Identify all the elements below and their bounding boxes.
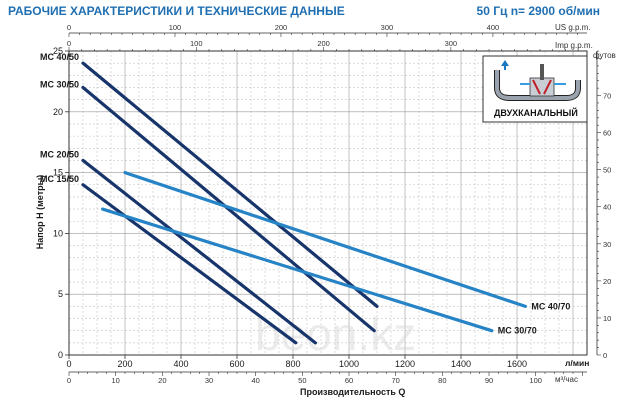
inset-box: ДВУХКАНАЛЬНЫЙ — [482, 55, 588, 123]
series-line-mc-20-50 — [81, 158, 317, 345]
top-us-tick-label: 200 — [275, 23, 288, 32]
x-tick-label: 1000 — [339, 359, 359, 369]
right-feet-tick-label: 60 — [603, 129, 611, 138]
x-m3h-tick-label: 60 — [345, 376, 353, 385]
x-axis-title: Производительность Q — [300, 387, 405, 397]
series-line-mc-15-50 — [81, 183, 298, 345]
series-label-mc-20-50: MC 20/50 — [40, 149, 79, 159]
right-unit-feet: футов — [593, 51, 616, 60]
top-us-tick-label: 400 — [487, 23, 500, 32]
top-imp-tick-label: 300 — [445, 39, 458, 48]
series-line-mc-30-70 — [100, 207, 494, 333]
y-tick-label: 20 — [53, 107, 63, 117]
y-tick-label: 5 — [58, 289, 63, 299]
x-unit-secondary: м³/час — [555, 375, 578, 384]
series-line-mc-40-50 — [81, 61, 379, 308]
right-feet-tick-label: 40 — [603, 203, 611, 212]
series-label-mc-30-70: MC 30/70 — [498, 326, 537, 336]
x-m3h-tick-label: 0 — [67, 376, 71, 385]
series-label-mc-30-50: MC 30/50 — [40, 79, 79, 89]
impeller-icon — [494, 60, 581, 101]
top-us-tick-label: 100 — [169, 23, 182, 32]
x-tick-label: 200 — [117, 359, 132, 369]
x-tick-label: 600 — [229, 359, 244, 369]
x-tick-label: 0 — [66, 359, 71, 369]
chart-subtitle: 50 Гц n= 2900 об/мин — [476, 4, 600, 18]
y-tick-label: 25 — [53, 46, 63, 56]
x-tick-label: 1600 — [507, 359, 527, 369]
series-labels-layer: MC 40/50 MC 30/50 MC 20/50 MC 15/50 MC 40/70… — [40, 52, 570, 336]
x-m3h-tick-label: 50 — [298, 376, 306, 385]
right-feet-tick-label: 50 — [603, 166, 611, 175]
x-tick-label: 1200 — [395, 359, 415, 369]
y-tick-label: 0 — [58, 350, 63, 360]
inset-label: ДВУХКАНАЛЬНЫЙ — [494, 107, 578, 118]
x-m3h-tick-label: 100 — [529, 376, 542, 385]
top-imp-tick-label: 200 — [317, 39, 330, 48]
series-line-mc-30-50 — [81, 85, 376, 333]
axes-layer — [68, 32, 598, 373]
top-us-tick-label: 300 — [381, 23, 394, 32]
series-label-mc-15-50: MC 15/50 — [40, 174, 79, 184]
right-feet-tick-label: 70 — [603, 92, 611, 101]
chart-title: РАБОЧИЕ ХАРАКТЕРИСТИКИ И ТЕХНИЧЕСКИЕ ДАН… — [8, 4, 345, 18]
series-line-mc-40-70 — [123, 171, 528, 308]
series-layer — [81, 61, 528, 345]
x-m3h-tick-label: 10 — [111, 376, 119, 385]
right-feet-tick-label: 20 — [603, 277, 611, 286]
right-feet-tick-label: 0 — [603, 351, 607, 360]
y-tick-label: 15 — [53, 168, 63, 178]
x-m3h-tick-label: 90 — [485, 376, 493, 385]
y-axis-title: Напор H (метры) — [35, 175, 45, 250]
x-m3h-tick-label: 80 — [438, 376, 446, 385]
top-imp-tick-label: 100 — [190, 39, 203, 48]
y-tick-label: 10 — [53, 228, 63, 238]
series-label-mc-40-70: MC 40/70 — [531, 301, 570, 311]
right-feet-tick-label: 10 — [603, 314, 611, 323]
right-feet-tick-label: 30 — [603, 240, 611, 249]
x-tick-label: 800 — [285, 359, 300, 369]
top-unit-us: US g.p.m. — [555, 23, 591, 32]
x-tick-label: 400 — [173, 359, 188, 369]
series-label-mc-40-50: MC 40/50 — [40, 52, 79, 62]
x-m3h-tick-label: 20 — [158, 376, 166, 385]
top-unit-imp: Imp g.p.m. — [555, 41, 593, 50]
top-us-tick-label: 0 — [67, 23, 71, 32]
top-imp-tick-label: 0 — [67, 39, 71, 48]
x-m3h-tick-label: 70 — [391, 376, 399, 385]
x-m3h-tick-label: 40 — [251, 376, 259, 385]
x-m3h-tick-label: 30 — [205, 376, 213, 385]
x-tick-label: 1400 — [451, 359, 471, 369]
x-unit-primary: л/мин — [565, 358, 589, 368]
